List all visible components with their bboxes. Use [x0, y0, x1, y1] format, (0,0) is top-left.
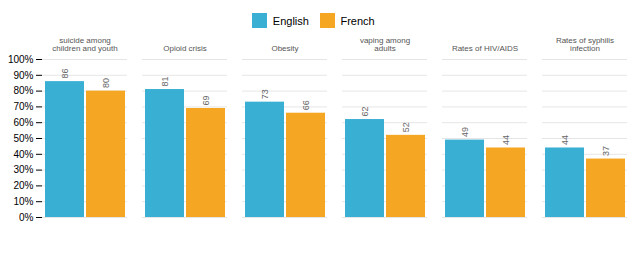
svg-text:66: 66 — [301, 100, 311, 110]
svg-text:90%: 90% — [13, 70, 33, 81]
svg-text:100%: 100% — [8, 54, 34, 65]
svg-text:E-cigarette use andvaping amon: E-cigarette use andvaping amongadults — [350, 37, 419, 53]
svg-text:73: 73 — [260, 89, 270, 99]
svg-text:Rates of HIV/AIDS: Rates of HIV/AIDS — [452, 44, 518, 53]
html-text:English: English — [272, 14, 309, 27]
svg-text:62: 62 — [360, 107, 370, 117]
svg-text:Mental illness andsuicide amon: Mental illness andsuicide amongchildren … — [52, 37, 117, 53]
svg-text:37: 37 — [601, 146, 611, 156]
svg-text:60%: 60% — [13, 117, 33, 128]
svg-text:52: 52 — [401, 122, 411, 132]
svg-text:Obesity: Obesity — [271, 44, 298, 53]
svg-text:20%: 20% — [13, 180, 33, 191]
svg-text:86: 86 — [60, 69, 70, 79]
svg-text:44: 44 — [501, 135, 511, 145]
svg-text:69: 69 — [201, 95, 211, 105]
svg-text:80%: 80% — [13, 85, 33, 96]
svg-text:Opioid crisis: Opioid crisis — [163, 44, 207, 53]
svg-text:30%: 30% — [13, 164, 33, 175]
svg-text:49: 49 — [460, 127, 470, 137]
svg-text:0%: 0% — [19, 212, 34, 223]
svg-text:50%: 50% — [13, 133, 33, 144]
svg-text:44: 44 — [560, 135, 570, 145]
svg-text:81: 81 — [160, 77, 170, 87]
svg-text:Rates of syphilisinfection: Rates of syphilisinfection — [556, 37, 614, 53]
svg-text:40%: 40% — [13, 149, 33, 160]
html-text:French: French — [340, 14, 375, 27]
svg-text:70%: 70% — [13, 101, 33, 112]
svg-text:10%: 10% — [13, 196, 33, 207]
svg-text:80: 80 — [101, 78, 111, 88]
